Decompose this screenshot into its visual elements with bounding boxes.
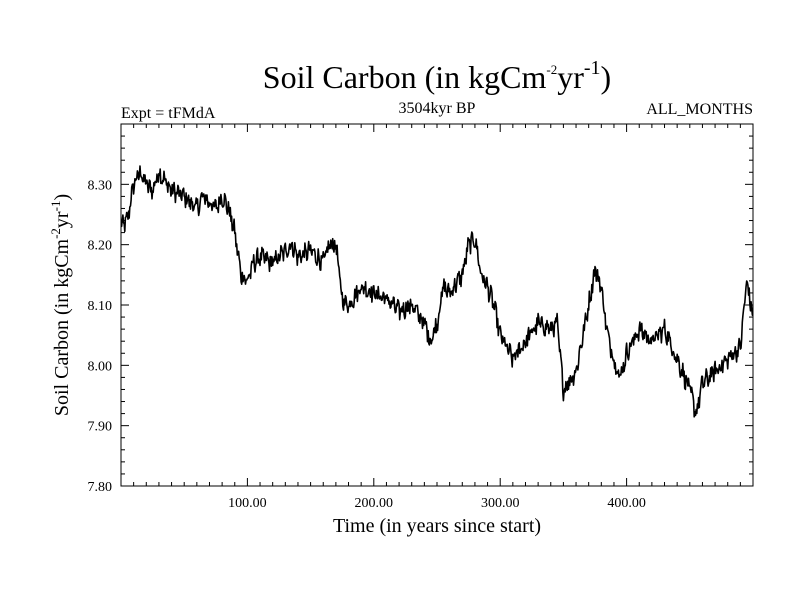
subtitle-months: ALL_MONTHS	[646, 101, 753, 118]
y-axis-label: Soil Carbon (in kgCm-2yr-1)	[48, 194, 73, 416]
y-axis-tick-labels: 7.80 7.90 8.00 8.10 8.20 8.30	[88, 178, 113, 495]
y-tick-label: 8.10	[88, 299, 113, 314]
x-tick-label: 100.00	[228, 496, 267, 511]
subtitle-period: 3504kyr BP	[399, 100, 476, 117]
plot-frame	[120, 123, 754, 487]
chart-title: Soil Carbon (in kgCm-2yr-1)	[263, 57, 611, 95]
x-axis-label: Time (in years since start)	[333, 515, 541, 537]
y-tick-label: 8.30	[88, 178, 113, 193]
y-tick-label: 8.00	[88, 359, 113, 374]
x-axis-tick-labels: 100.00 200.00 300.00 400.00	[228, 496, 646, 511]
x-tick-label: 400.00	[607, 496, 646, 511]
x-axis-ticks	[133, 124, 741, 486]
y-tick-label: 7.90	[88, 420, 113, 435]
subtitle-experiment: Expt = tFMdA	[121, 105, 216, 122]
y-axis-ticks	[121, 135, 753, 475]
x-tick-label: 200.00	[355, 496, 394, 511]
x-tick-label: 300.00	[481, 496, 520, 511]
series-line-soil-carbon	[121, 165, 753, 418]
y-tick-label: 8.20	[88, 239, 113, 254]
y-tick-label: 7.80	[88, 480, 113, 495]
